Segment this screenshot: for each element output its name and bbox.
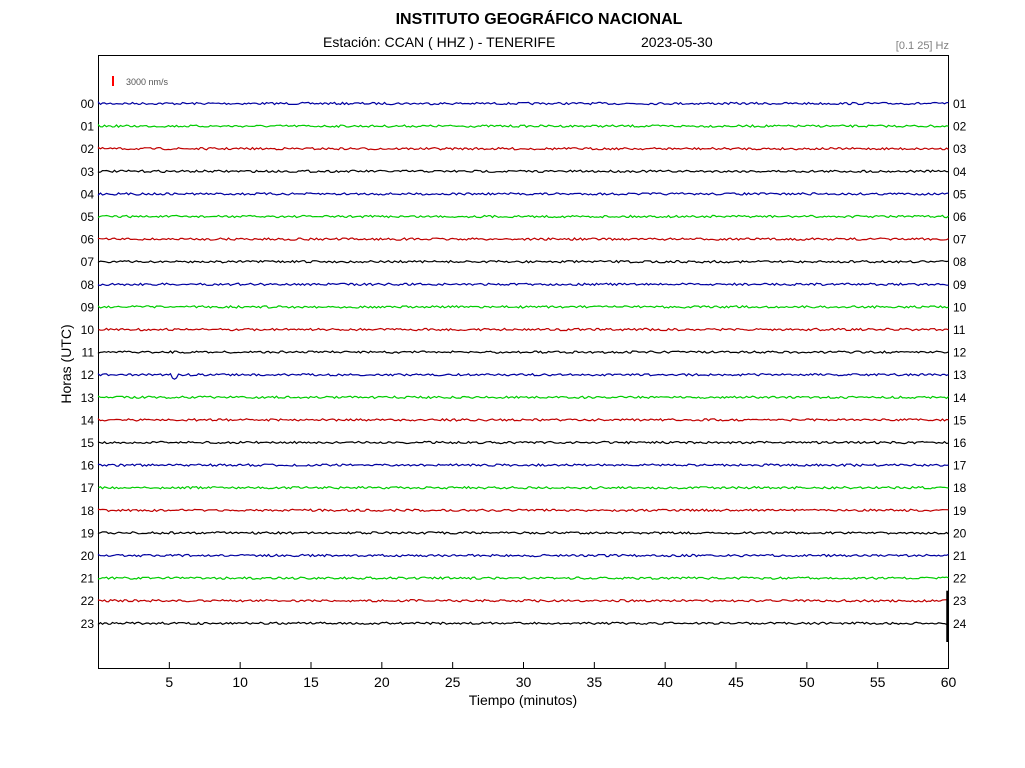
left-hour-label: 14 (81, 413, 95, 427)
right-hour-label: 19 (953, 504, 967, 518)
trace-hour-08 (97, 282, 949, 287)
trace-hour-15 (97, 440, 949, 445)
left-hour-label: 13 (81, 391, 95, 405)
trace-hour-02 (97, 146, 949, 151)
left-hour-label: 22 (81, 594, 95, 608)
left-hour-label: 11 (82, 346, 95, 360)
amplitude-scale: 3000 nm/s (112, 76, 169, 87)
trace-hour-14 (97, 417, 949, 422)
trace-hour-20 (97, 553, 949, 558)
left-hour-label: 10 (81, 323, 95, 337)
scale-bar (112, 76, 114, 86)
scale-label: 3000 nm/s (126, 77, 169, 87)
left-hour-label: 17 (81, 481, 95, 495)
right-hour-label: 05 (953, 187, 967, 201)
x-tick-label: 20 (374, 674, 390, 690)
right-hour-label: 08 (953, 255, 967, 269)
left-hour-label: 08 (81, 278, 95, 292)
left-hour-label: 01 (81, 120, 95, 134)
right-hour-label: 01 (953, 97, 967, 111)
trace-hour-13 (97, 395, 949, 400)
right-hour-label: 07 (953, 233, 967, 247)
x-tick-label: 5 (165, 674, 173, 690)
trace-hour-01 (97, 123, 949, 129)
trace-hour-16 (97, 463, 949, 468)
left-hour-label: 06 (81, 233, 95, 247)
left-hour-label: 23 (81, 617, 95, 631)
left-hour-label: 21 (81, 572, 95, 586)
trace-hour-21 (97, 576, 949, 580)
left-hour-label: 16 (81, 459, 95, 473)
left-hour-label: 04 (81, 187, 95, 201)
right-hour-label: 10 (953, 300, 967, 314)
trace-hour-17 (98, 485, 949, 490)
right-hour-label: 12 (953, 346, 967, 360)
trace-hour-03 (97, 169, 949, 174)
right-hour-label: 18 (953, 481, 967, 495)
left-hour-label: 15 (81, 436, 95, 450)
x-tick-label: 45 (728, 674, 744, 690)
x-tick-label: 60 (941, 674, 957, 690)
right-hour-label: 16 (953, 436, 967, 450)
right-hour-label: 14 (953, 391, 967, 405)
x-tick-label: 55 (870, 674, 886, 690)
x-tick-label: 25 (445, 674, 461, 690)
left-hour-label: 07 (81, 255, 95, 269)
x-tick-label: 15 (303, 674, 319, 690)
station-label: Estación: CCAN ( HHZ ) - TENERIFE (323, 34, 556, 50)
trace-hour-10 (98, 327, 949, 332)
filter-band-label: [0.1 25] Hz (895, 40, 949, 52)
trace-hour-12 (97, 372, 949, 380)
trace-group (97, 100, 949, 642)
chart-title: INSTITUTO GEOGRÁFICO NACIONAL (395, 11, 683, 28)
date-label: 2023-05-30 (641, 34, 713, 50)
trace-hour-00 (97, 100, 949, 106)
left-hour-label: 20 (81, 549, 95, 563)
trace-hour-05 (97, 214, 949, 219)
right-hour-label: 15 (953, 413, 967, 427)
trace-hour-07 (97, 259, 949, 264)
right-hour-label: 03 (953, 142, 967, 156)
trace-hour-19 (97, 530, 949, 535)
left-hour-label: 05 (81, 210, 95, 224)
right-hour-label: 09 (953, 278, 967, 292)
trace-hour-06 (97, 237, 949, 242)
trace-hour-09 (97, 304, 949, 309)
right-hour-label: 24 (953, 617, 967, 631)
x-tick-label: 50 (799, 674, 815, 690)
left-hour-label: 18 (81, 504, 95, 518)
right-hour-label: 21 (953, 549, 967, 563)
x-axis-label: Tiempo (minutos) (468, 692, 578, 708)
x-tick-label: 10 (232, 674, 248, 690)
right-hour-label: 04 (953, 165, 967, 179)
right-hour-label: 02 (953, 120, 967, 134)
left-hour-label: 09 (81, 300, 95, 314)
trace-hour-11 (97, 350, 949, 354)
left-hour-label: 02 (81, 142, 95, 156)
trace-hour-18 (97, 508, 949, 513)
x-tick-label: 30 (516, 674, 532, 690)
x-ticks: 5 10 15 20 25 30 35 40 45 50 55 60 (165, 662, 956, 690)
trace-hour-23 (97, 621, 949, 626)
right-hour-label: 06 (953, 210, 967, 224)
right-hour-label: 23 (953, 594, 967, 608)
x-tick-label: 40 (657, 674, 673, 690)
right-hour-label: 17 (953, 459, 967, 473)
left-hour-label: 03 (81, 165, 95, 179)
left-hour-label: 12 (81, 368, 95, 382)
left-hour-label: 00 (81, 97, 95, 111)
x-tick-label: 35 (587, 674, 603, 690)
left-hour-label: 19 (81, 526, 95, 540)
right-hour-label: 22 (953, 572, 967, 586)
right-hour-label: 20 (953, 526, 967, 540)
hour-labels: 00 01 01 02 02 03 03 04 04 05 05 06 06 07 07 08 08 09 09 10… (81, 97, 967, 631)
trace-hour-04 (97, 191, 949, 196)
trace-hour-22 (97, 598, 949, 603)
right-hour-label: 13 (953, 368, 967, 382)
right-hour-label: 11 (953, 323, 966, 337)
